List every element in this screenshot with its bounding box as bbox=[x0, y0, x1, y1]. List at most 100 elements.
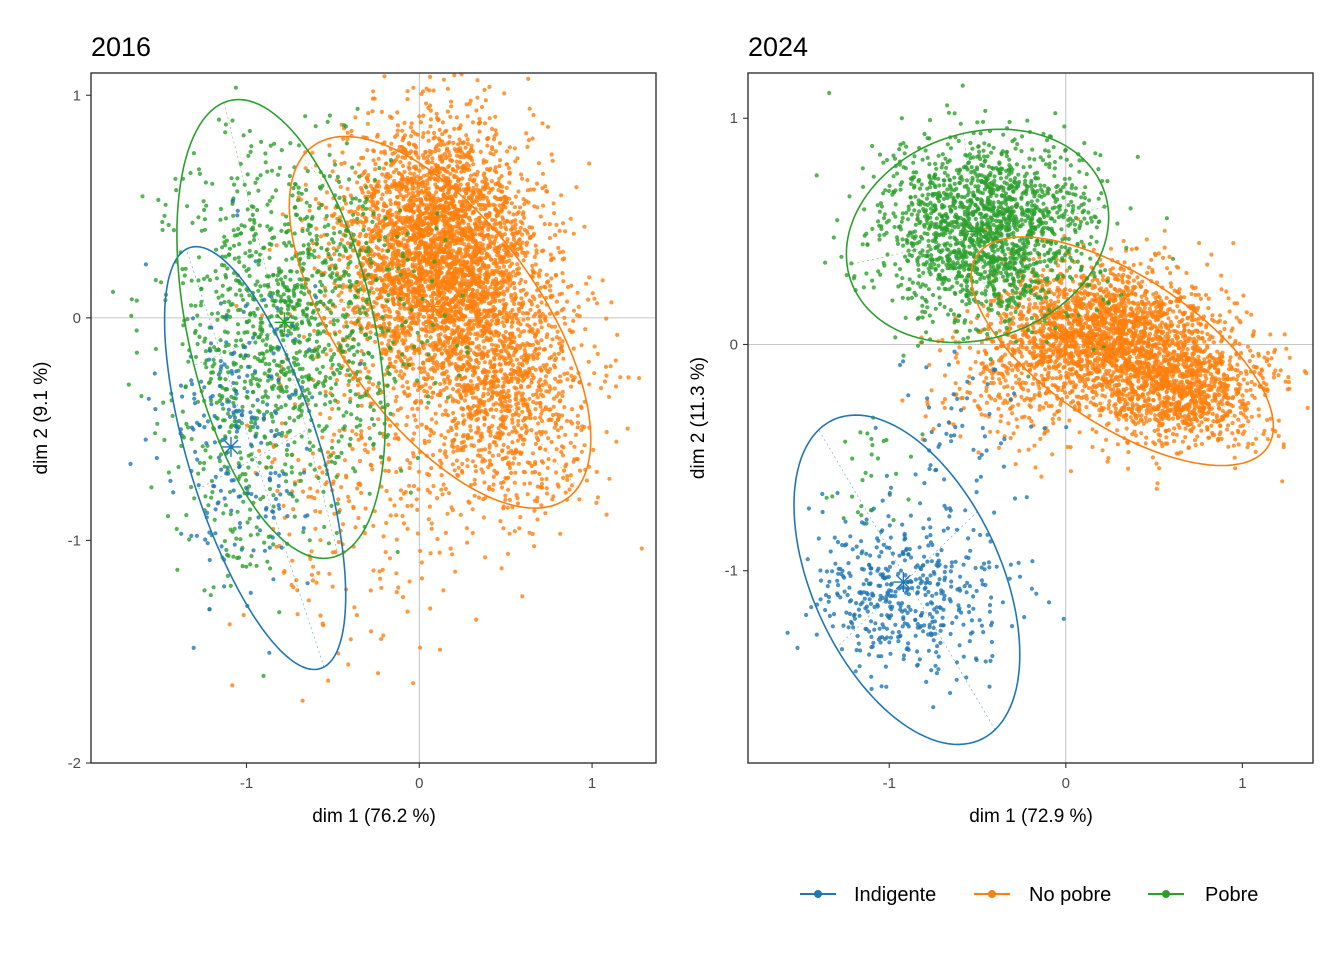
point-no-pobre bbox=[470, 232, 475, 238]
point-no-pobre bbox=[503, 497, 508, 502]
point-no-pobre bbox=[500, 275, 505, 280]
point-no-pobre bbox=[474, 430, 479, 435]
point-no-pobre bbox=[457, 382, 462, 387]
point-no-pobre bbox=[533, 416, 538, 421]
point-no-pobre bbox=[536, 271, 541, 276]
point-no-pobre bbox=[551, 211, 557, 216]
point-no-pobre bbox=[429, 466, 434, 471]
point-no-pobre bbox=[565, 371, 570, 376]
point-no-pobre bbox=[499, 339, 504, 344]
point-no-pobre bbox=[405, 414, 410, 419]
point-no-pobre bbox=[496, 292, 501, 297]
point-no-pobre bbox=[461, 448, 466, 453]
point-no-pobre bbox=[465, 382, 470, 388]
point-no-pobre bbox=[402, 169, 407, 174]
point-no-pobre bbox=[383, 174, 388, 179]
point-no-pobre bbox=[423, 327, 428, 332]
point-no-pobre bbox=[488, 361, 493, 366]
point-no-pobre bbox=[557, 228, 562, 233]
point-no-pobre bbox=[458, 512, 463, 517]
point-no-pobre bbox=[420, 293, 425, 298]
point-no-pobre bbox=[490, 145, 495, 150]
point-no-pobre bbox=[509, 253, 514, 258]
point-no-pobre bbox=[421, 202, 426, 207]
point-no-pobre bbox=[505, 345, 510, 350]
point-no-pobre bbox=[441, 588, 446, 593]
point-no-pobre bbox=[411, 681, 416, 686]
point-no-pobre bbox=[391, 232, 396, 237]
point-no-pobre bbox=[568, 473, 574, 478]
point-no-pobre bbox=[514, 357, 520, 362]
point-no-pobre bbox=[433, 244, 438, 249]
point-no-pobre bbox=[501, 442, 506, 447]
point-no-pobre bbox=[551, 363, 557, 368]
point-no-pobre bbox=[435, 215, 441, 220]
point-no-pobre bbox=[471, 186, 476, 191]
point-no-pobre bbox=[427, 358, 432, 363]
point-no-pobre bbox=[501, 242, 506, 247]
point-no-pobre bbox=[509, 320, 515, 325]
point-no-pobre bbox=[531, 399, 536, 405]
point-no-pobre bbox=[523, 369, 528, 374]
point-no-pobre bbox=[470, 254, 476, 259]
point-no-pobre bbox=[444, 412, 449, 417]
point-no-pobre bbox=[313, 526, 318, 531]
point-no-pobre bbox=[459, 366, 464, 372]
point-no-pobre bbox=[407, 161, 412, 166]
point-no-pobre bbox=[479, 316, 484, 321]
point-no-pobre bbox=[499, 279, 504, 284]
point-no-pobre bbox=[283, 434, 289, 439]
point-no-pobre bbox=[505, 272, 510, 277]
point-no-pobre bbox=[553, 272, 559, 278]
point-no-pobre bbox=[413, 164, 418, 169]
point-no-pobre bbox=[497, 203, 502, 208]
point-no-pobre bbox=[500, 414, 505, 419]
point-no-pobre bbox=[524, 240, 530, 245]
point-no-pobre bbox=[505, 461, 510, 467]
point-no-pobre bbox=[472, 477, 477, 482]
point-no-pobre bbox=[489, 126, 495, 131]
point-no-pobre bbox=[456, 179, 461, 184]
point-no-pobre bbox=[404, 188, 409, 193]
point-no-pobre bbox=[532, 322, 538, 327]
point-no-pobre bbox=[466, 235, 471, 240]
point-no-pobre bbox=[575, 457, 580, 462]
point-no-pobre bbox=[459, 327, 464, 332]
point-no-pobre bbox=[517, 309, 522, 314]
point-no-pobre bbox=[510, 413, 515, 418]
point-pobre bbox=[310, 357, 315, 362]
point-no-pobre bbox=[549, 439, 554, 445]
point-no-pobre bbox=[534, 431, 539, 436]
point-no-pobre bbox=[443, 449, 448, 454]
point-no-pobre bbox=[408, 171, 413, 176]
point-no-pobre bbox=[403, 177, 408, 182]
point-no-pobre bbox=[365, 176, 370, 181]
point-no-pobre bbox=[510, 363, 516, 368]
point-no-pobre bbox=[415, 219, 420, 225]
point-no-pobre bbox=[395, 258, 401, 263]
point-no-pobre bbox=[380, 431, 386, 436]
point-no-pobre bbox=[375, 200, 380, 205]
point-no-pobre bbox=[545, 465, 550, 470]
point-no-pobre bbox=[398, 192, 403, 197]
point-no-pobre bbox=[378, 294, 383, 300]
point-no-pobre bbox=[408, 356, 413, 361]
point-no-pobre bbox=[498, 197, 503, 202]
point-no-pobre bbox=[294, 578, 299, 583]
point-no-pobre bbox=[416, 487, 421, 492]
point-no-pobre bbox=[517, 333, 522, 338]
point-no-pobre bbox=[461, 220, 466, 225]
point-no-pobre bbox=[400, 226, 405, 231]
point-no-pobre bbox=[447, 163, 452, 168]
point-no-pobre bbox=[417, 114, 422, 119]
point-pobre bbox=[354, 280, 359, 285]
point-no-pobre bbox=[556, 245, 561, 250]
point-no-pobre bbox=[374, 189, 379, 194]
point-no-pobre bbox=[530, 451, 536, 456]
point-no-pobre bbox=[462, 339, 467, 344]
point-no-pobre bbox=[457, 267, 462, 272]
point-no-pobre bbox=[552, 425, 557, 430]
point-no-pobre bbox=[560, 393, 565, 398]
point-no-pobre bbox=[545, 124, 551, 129]
point-no-pobre bbox=[533, 407, 538, 412]
